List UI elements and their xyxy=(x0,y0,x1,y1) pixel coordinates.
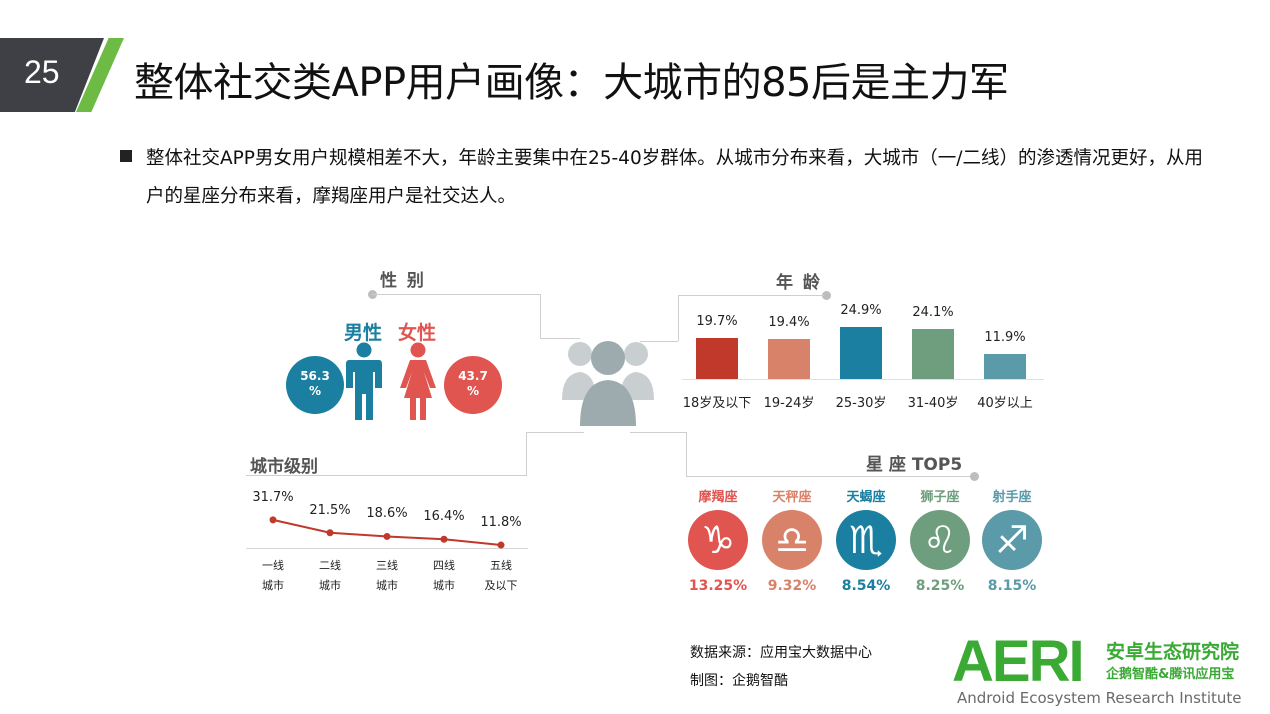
age-category-label: 25-30岁 xyxy=(835,396,887,411)
city-category-line: 四线 xyxy=(433,559,455,572)
age-category-label: 40岁以上 xyxy=(977,396,1033,411)
percent-sign: % xyxy=(308,384,322,398)
city-axis xyxy=(246,548,528,549)
zodiac-connector-tail xyxy=(630,432,686,433)
description-text: 整体社交APP男女用户规模相差不大，年龄主要集中在25-40岁群体。从城市分布来… xyxy=(146,148,1203,207)
age-value-label: 19.4% xyxy=(768,314,810,330)
age-baseline xyxy=(682,379,1044,380)
users-group-icon xyxy=(562,341,654,426)
city-value-label: 21.5% xyxy=(309,502,351,518)
city-point xyxy=(269,516,277,524)
percent-value: 43.7 xyxy=(458,369,488,383)
city-value-label: 11.8% xyxy=(480,515,522,531)
city-connector-tail xyxy=(526,432,584,433)
gender-connector-drop xyxy=(540,294,541,338)
age-title: 年 龄 xyxy=(776,273,822,293)
age-bar xyxy=(984,354,1026,379)
zodiac-name-label: 射手座 xyxy=(992,490,1032,505)
city-category-label: 五线 及以下 xyxy=(473,556,529,596)
city-point xyxy=(497,541,505,549)
city-category-label: 一线 城市 xyxy=(245,556,301,596)
zodiac-symbol-icon: ♏ xyxy=(836,510,896,570)
city-connector-rise xyxy=(526,432,527,476)
age-bar xyxy=(768,338,810,379)
city-category-line: 城市 xyxy=(376,579,398,592)
city-point xyxy=(440,535,448,543)
zodiac-name-label: 天秤座 xyxy=(772,490,812,505)
age-connector-drop xyxy=(678,295,679,341)
male-figure-icon xyxy=(346,342,382,420)
zodiac-value-label: 8.25% xyxy=(915,578,965,594)
city-value-label: 31.7% xyxy=(252,489,294,505)
city-category-label: 四线 城市 xyxy=(416,556,472,596)
city-value-label: 18.6% xyxy=(366,506,408,522)
gender-connector-tail xyxy=(540,338,580,339)
city-category-line: 城市 xyxy=(319,579,341,592)
zodiac-title: 星 座 TOP5 xyxy=(866,455,963,475)
age-connector-line xyxy=(678,295,824,296)
age-category-label: 31-40岁 xyxy=(907,396,959,411)
age-bar xyxy=(696,338,738,379)
zodiac-value-label: 8.54% xyxy=(841,578,891,594)
zodiac-name-label: 天蝎座 xyxy=(846,490,886,505)
chart-maker: 制图：企鹅智酷 xyxy=(690,673,788,689)
zodiac-value-label: 9.32% xyxy=(767,578,817,594)
bullet-square-icon xyxy=(120,150,132,162)
age-value-label: 19.7% xyxy=(696,314,738,330)
zodiac-symbol-icon: ♐ xyxy=(982,510,1042,570)
page-number-badge: 25 xyxy=(0,38,104,112)
aeri-logo: AERI xyxy=(952,629,1085,694)
logo-name-en: Android Ecosystem Research Institute xyxy=(957,689,1242,707)
female-percent-circle: 43.7% xyxy=(444,356,502,414)
city-category-line: 二线 xyxy=(319,559,341,572)
city-value-label: 16.4% xyxy=(423,509,465,525)
city-point xyxy=(383,532,391,540)
zodiac-symbol-icon: ♌ xyxy=(910,510,970,570)
zodiac-symbol-icon: ♎ xyxy=(762,510,822,570)
city-connector-line xyxy=(246,475,526,476)
male-label: 男性 xyxy=(344,322,383,344)
city-category-line: 城市 xyxy=(262,579,284,592)
percent-value: 56.3 xyxy=(300,369,330,383)
female-figure-icon xyxy=(400,342,436,420)
age-value-label: 24.1% xyxy=(912,304,954,320)
zodiac-value-label: 8.15% xyxy=(987,578,1037,594)
age-category-label: 19-24岁 xyxy=(763,396,815,411)
age-bar xyxy=(840,327,882,379)
logo-sub-cn: 企鹅智酷&腾讯应用宝 xyxy=(1106,667,1235,682)
logo-name-cn: 安卓生态研究院 xyxy=(1106,641,1240,663)
gender-connector-line xyxy=(372,294,540,295)
city-category-line: 及以下 xyxy=(484,579,518,592)
zodiac-connector-drop xyxy=(686,432,687,476)
city-line-chart xyxy=(269,516,505,549)
age-value-label: 24.9% xyxy=(840,303,882,319)
city-title: 城市级别 xyxy=(250,457,318,477)
city-category-label: 二线 城市 xyxy=(302,556,358,596)
age-value-label: 11.9% xyxy=(984,330,1026,346)
city-category-line: 城市 xyxy=(433,579,455,592)
city-category-line: 五线 xyxy=(490,559,512,572)
zodiac-name-label: 狮子座 xyxy=(920,490,960,505)
city-point xyxy=(326,529,334,537)
city-category-label: 三线 城市 xyxy=(359,556,415,596)
city-category-line: 三线 xyxy=(376,559,398,572)
zodiac-symbol-icon: ♑ xyxy=(688,510,748,570)
age-bar xyxy=(912,328,954,379)
age-connector-dot xyxy=(822,291,831,300)
male-percent-circle: 56.3% xyxy=(286,356,344,414)
age-category-label: 18岁及以下 xyxy=(682,396,752,411)
page-title: 整体社交类APP用户画像：大城市的85后是主力军 xyxy=(134,60,1009,106)
zodiac-value-label: 13.25% xyxy=(688,578,748,594)
page-number: 25 xyxy=(24,54,60,90)
zodiac-connector-dot xyxy=(970,472,979,481)
age-connector-tail xyxy=(640,341,678,342)
data-source: 数据来源：应用宝大数据中心 xyxy=(690,645,872,661)
percent-sign: % xyxy=(466,384,480,398)
city-category-line: 一线 xyxy=(262,559,284,572)
zodiac-connector-line xyxy=(686,476,972,477)
female-label: 女性 xyxy=(398,322,437,344)
gender-title: 性 别 xyxy=(380,271,426,291)
zodiac-name-label: 摩羯座 xyxy=(698,490,738,505)
